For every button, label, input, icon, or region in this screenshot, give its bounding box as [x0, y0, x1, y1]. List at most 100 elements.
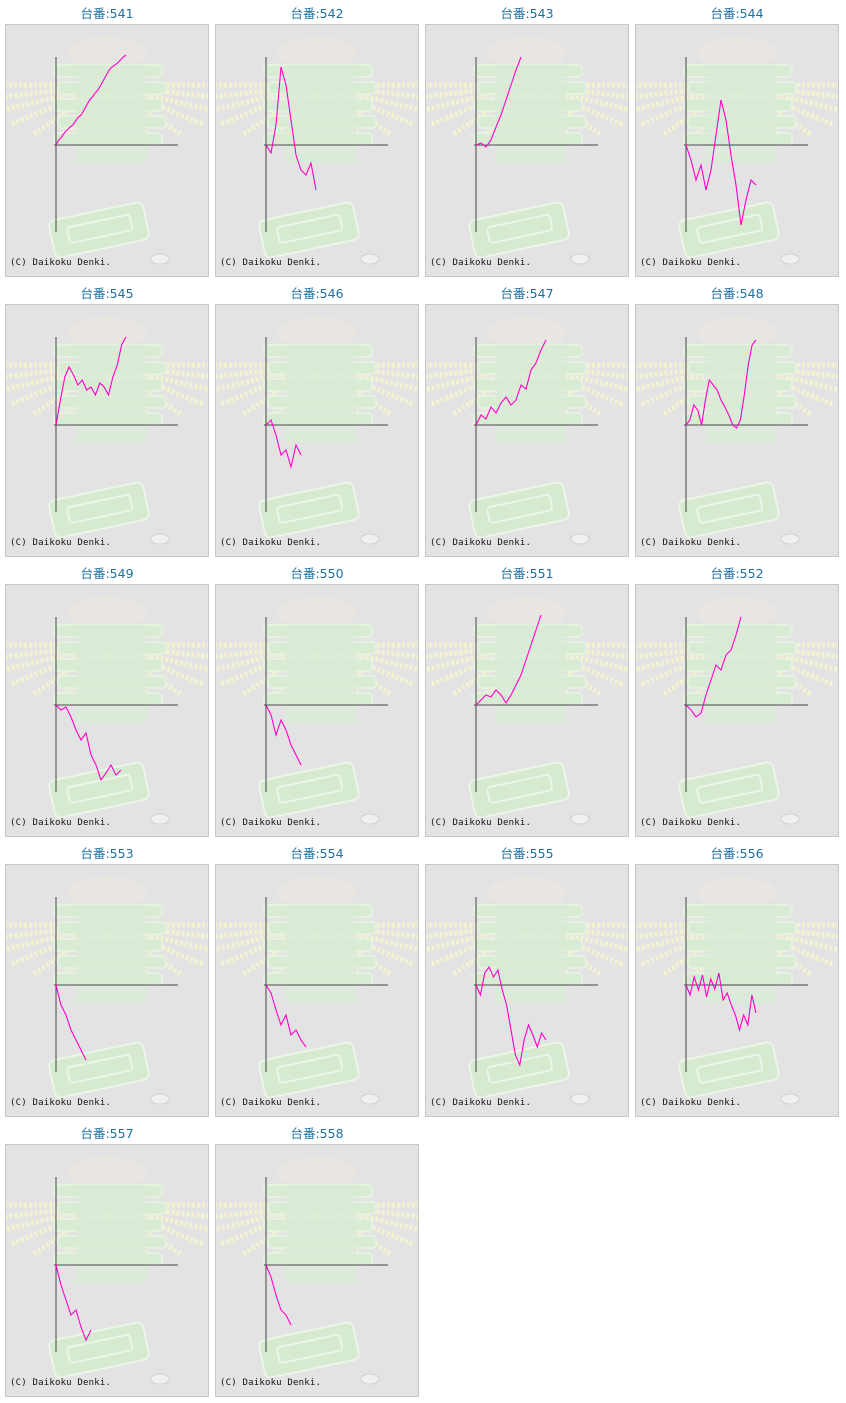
graph-panel: (C) Daikoku Denki.	[215, 24, 419, 277]
copyright-text: (C) Daikoku Denki.	[10, 1378, 112, 1388]
graph-panel: (C) Daikoku Denki.	[215, 304, 419, 557]
slump-line	[265, 704, 302, 766]
machine-illustration	[636, 877, 838, 1105]
slot-number-title[interactable]: 台番:552	[710, 566, 764, 581]
slump-line	[55, 54, 127, 146]
machine-illustration	[426, 877, 628, 1105]
copyright-text: (C) Daikoku Denki.	[640, 1098, 742, 1108]
graph-panel: (C) Daikoku Denki.	[215, 1144, 419, 1397]
slot-number-title[interactable]: 台番:557	[80, 1126, 134, 1141]
slump-line	[685, 99, 757, 226]
machine-illustration	[216, 597, 418, 825]
graph-grid: 台番:541 (C) Daikoku Denki. 台番:542 (C) Daikok…	[5, 5, 845, 1398]
slump-graph	[636, 877, 838, 1105]
slump-line	[55, 984, 87, 1061]
slump-line	[265, 984, 307, 1048]
graph-panel: (C) Daikoku Denki.	[5, 864, 209, 1117]
slump-graph	[216, 1157, 418, 1385]
graph-panel: (C) Daikoku Denki.	[5, 304, 209, 557]
slot-number-title[interactable]: 台番:547	[500, 286, 554, 301]
copyright-text: (C) Daikoku Denki.	[430, 258, 532, 268]
slot-graph-card: 台番:546 (C) Daikoku Denki.	[215, 285, 419, 558]
slot-number-title[interactable]: 台番:556	[710, 846, 764, 861]
copyright-text: (C) Daikoku Denki.	[220, 818, 322, 828]
slump-line	[55, 1264, 92, 1342]
machine-illustration	[636, 597, 838, 825]
slump-line	[685, 616, 742, 718]
slump-graph	[426, 37, 628, 265]
slot-number-title[interactable]: 台番:542	[290, 6, 344, 21]
slump-line	[475, 339, 547, 426]
slot-graph-card: 台番:553 (C) Daikoku Denki.	[5, 845, 209, 1118]
slot-graph-card: 台番:558 (C) Daikoku Denki.	[215, 1125, 419, 1398]
machine-illustration	[6, 37, 208, 265]
slump-line	[265, 66, 317, 191]
copyright-text: (C) Daikoku Denki.	[10, 258, 112, 268]
slot-number-title[interactable]: 台番:541	[80, 6, 134, 21]
slump-graph	[6, 597, 208, 825]
machine-illustration	[216, 317, 418, 545]
slot-graph-card: 台番:545 (C) Daikoku Denki.	[5, 285, 209, 558]
slot-number-title[interactable]: 台番:544	[710, 6, 764, 21]
slot-number-title[interactable]: 台番:545	[80, 286, 134, 301]
slot-graph-card: 台番:541 (C) Daikoku Denki.	[5, 5, 209, 278]
slot-graph-card: 台番:555 (C) Daikoku Denki.	[425, 845, 629, 1118]
copyright-text: (C) Daikoku Denki.	[10, 1098, 112, 1108]
machine-illustration	[636, 37, 838, 265]
graph-panel: (C) Daikoku Denki.	[5, 24, 209, 277]
slot-number-title[interactable]: 台番:558	[290, 1126, 344, 1141]
slump-line	[55, 704, 122, 782]
slot-graph-card: 台番:552 (C) Daikoku Denki.	[635, 565, 839, 838]
slot-graph-card: 台番:554 (C) Daikoku Denki.	[215, 845, 419, 1118]
machine-illustration	[426, 597, 628, 825]
slot-number-title[interactable]: 台番:549	[80, 566, 134, 581]
machine-illustration	[636, 317, 838, 545]
slump-line	[475, 614, 542, 706]
slump-graph	[636, 37, 838, 265]
slot-graph-card: 台番:544 (C) Daikoku Denki.	[635, 5, 839, 278]
slump-graph	[216, 597, 418, 825]
graph-panel: (C) Daikoku Denki.	[215, 584, 419, 837]
slump-graph	[6, 1157, 208, 1385]
slump-line	[685, 339, 757, 429]
slump-line	[475, 56, 522, 148]
slump-line	[55, 336, 127, 426]
copyright-text: (C) Daikoku Denki.	[430, 818, 532, 828]
slump-line	[685, 972, 757, 1033]
slot-number-title[interactable]: 台番:546	[290, 286, 344, 301]
machine-illustration	[426, 317, 628, 545]
slot-number-title[interactable]: 台番:551	[500, 566, 554, 581]
slump-line	[265, 1264, 292, 1326]
slot-graph-card: 台番:548 (C) Daikoku Denki.	[635, 285, 839, 558]
graph-panel: (C) Daikoku Denki.	[215, 864, 419, 1117]
machine-illustration	[426, 37, 628, 265]
slot-number-title[interactable]: 台番:543	[500, 6, 554, 21]
copyright-text: (C) Daikoku Denki.	[10, 538, 112, 548]
copyright-text: (C) Daikoku Denki.	[430, 538, 532, 548]
graph-panel: (C) Daikoku Denki.	[425, 304, 629, 557]
slot-graph-card: 台番:543 (C) Daikoku Denki.	[425, 5, 629, 278]
copyright-text: (C) Daikoku Denki.	[220, 1098, 322, 1108]
slot-number-title[interactable]: 台番:548	[710, 286, 764, 301]
graph-panel: (C) Daikoku Denki.	[5, 1144, 209, 1397]
copyright-text: (C) Daikoku Denki.	[220, 538, 322, 548]
slot-number-title[interactable]: 台番:550	[290, 566, 344, 581]
slump-graph	[6, 317, 208, 545]
slump-graph	[636, 317, 838, 545]
graph-panel: (C) Daikoku Denki.	[635, 304, 839, 557]
copyright-text: (C) Daikoku Denki.	[10, 818, 112, 828]
slot-graph-card: 台番:551 (C) Daikoku Denki.	[425, 565, 629, 838]
machine-illustration	[6, 317, 208, 545]
slot-number-title[interactable]: 台番:555	[500, 846, 554, 861]
slot-graph-card: 台番:542 (C) Daikoku Denki.	[215, 5, 419, 278]
slump-graph	[426, 597, 628, 825]
slump-graph	[6, 877, 208, 1105]
slot-number-title[interactable]: 台番:553	[80, 846, 134, 861]
slot-number-title[interactable]: 台番:554	[290, 846, 344, 861]
graph-panel: (C) Daikoku Denki.	[425, 584, 629, 837]
slot-graph-card: 台番:550 (C) Daikoku Denki.	[215, 565, 419, 838]
slump-graph	[636, 597, 838, 825]
copyright-text: (C) Daikoku Denki.	[640, 818, 742, 828]
machine-illustration	[6, 597, 208, 825]
slot-graph-card: 台番:549 (C) Daikoku Denki.	[5, 565, 209, 838]
